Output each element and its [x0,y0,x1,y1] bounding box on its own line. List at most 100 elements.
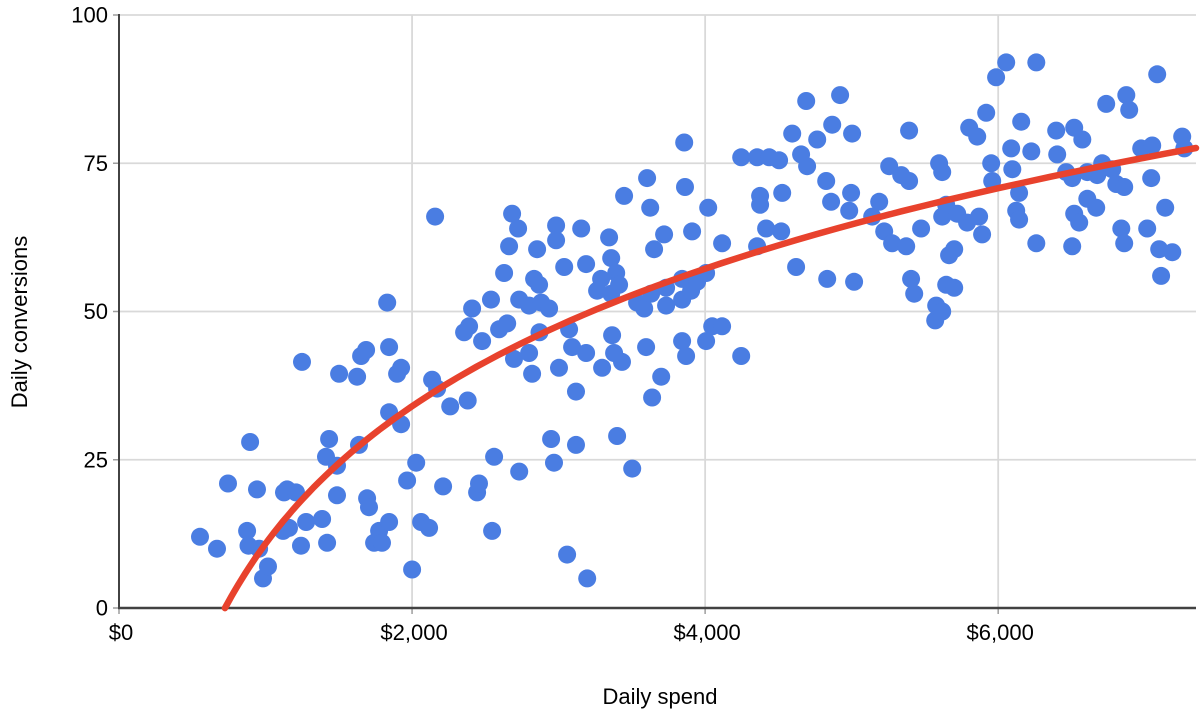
data-point [542,430,561,448]
data-point [1112,219,1131,238]
data-point [897,237,916,256]
data-point [1138,219,1157,238]
data-point [540,299,559,318]
data-point [523,364,542,383]
data-point [1010,210,1029,229]
data-point [676,178,694,196]
data-point [637,338,656,357]
data-point [623,459,642,478]
data-point [357,341,376,359]
data-point [900,121,919,140]
data-point [673,332,692,351]
data-point [751,195,770,214]
trendline-path [221,144,1200,612]
data-point [600,228,619,247]
data-point [902,269,921,288]
data-point [292,536,310,555]
data-point [191,527,209,546]
data-point [473,332,492,351]
data-point [567,382,585,401]
data-point [645,240,664,259]
data-point [652,367,671,386]
data-point [458,391,477,410]
data-point [1070,213,1089,232]
data-points [191,53,1194,588]
data-point [945,240,964,259]
data-point [293,352,311,371]
data-point [482,290,500,309]
data-point [330,364,349,383]
data-point [1047,121,1066,140]
y-tick-label: 75 [84,151,108,176]
data-point [1143,136,1162,155]
data-point [463,299,482,318]
data-point [555,258,574,276]
x-tick-label: $2,000 [380,620,447,645]
data-point [822,192,841,211]
data-point [360,498,378,517]
data-point [1027,234,1046,253]
data-point [798,157,817,176]
data-point [483,521,502,540]
data-point [818,269,837,288]
data-point [699,198,718,217]
data-point [732,148,751,167]
data-point [219,474,237,493]
data-point [613,352,631,371]
data-point [643,388,662,407]
data-point [485,447,504,466]
data-point [528,240,547,259]
data-point [1048,145,1067,164]
data-point [550,358,568,377]
data-point [1012,112,1031,131]
data-point [320,430,339,448]
data-point [1148,65,1167,84]
data-point [578,569,597,588]
data-point [657,296,676,315]
data-point [655,225,674,244]
data-point [697,332,716,351]
data-point [318,533,337,552]
data-point [1022,142,1041,161]
data-point [912,219,931,238]
data-point [509,219,528,238]
data-point [297,513,316,531]
data-point [933,302,952,321]
data-point [426,207,445,226]
data-point [783,124,802,143]
data-point [905,284,924,303]
data-point [328,486,346,505]
data-point [713,317,732,336]
data-point [1115,178,1134,196]
data-point [1163,243,1182,262]
data-point [241,433,260,451]
data-point [675,133,694,152]
data-point [987,68,1006,87]
data-point [772,222,791,241]
tick-labels: 0 25 50 75 100 $0 $2,000 $4,000 $6,000 [71,3,1034,646]
data-point [520,344,539,362]
trendline [221,144,1200,612]
data-point [840,201,859,220]
data-point [500,237,519,256]
data-point [808,130,827,149]
data-point [441,397,460,416]
data-point [530,275,549,294]
data-point [470,474,488,493]
y-tick-label: 25 [84,447,108,472]
data-point [1097,94,1116,113]
data-point [968,127,987,146]
data-point [732,347,751,365]
data-point [883,234,902,253]
data-point [208,539,226,558]
data-point [997,53,1016,72]
data-point [572,219,591,238]
data-point [900,172,919,190]
y-axis-title: Daily conversions [7,236,32,408]
data-point [547,231,566,250]
data-point [398,471,417,490]
data-point [970,207,989,226]
x-axis-title: Daily spend [603,684,718,709]
data-point [563,338,582,357]
